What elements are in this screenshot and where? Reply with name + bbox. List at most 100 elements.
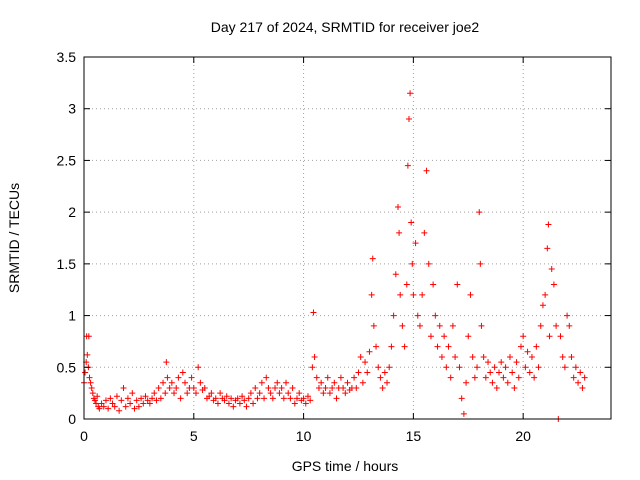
data-point <box>362 359 369 366</box>
data-point <box>89 390 96 397</box>
data-point <box>386 364 393 371</box>
data-point <box>513 359 520 366</box>
data-point <box>197 379 204 386</box>
data-point <box>293 395 300 402</box>
data-point <box>228 395 235 402</box>
data-point <box>140 400 147 407</box>
data-point <box>239 393 246 400</box>
data-point <box>379 384 386 391</box>
data-point <box>221 397 228 404</box>
data-point <box>480 353 487 360</box>
data-point <box>498 359 505 366</box>
data-point <box>124 395 131 402</box>
data-point <box>310 309 317 316</box>
data-point <box>474 364 481 371</box>
data-points <box>81 90 588 422</box>
data-point <box>241 397 248 404</box>
data-point <box>545 221 552 228</box>
data-point <box>396 229 403 236</box>
data-point <box>173 384 180 391</box>
data-point <box>88 384 95 391</box>
data-point <box>212 395 219 402</box>
axis-ticks <box>83 56 611 420</box>
data-point <box>359 379 366 386</box>
y-tick-label: 0 <box>68 411 76 427</box>
y-axis-label: SRMTID / TECUs <box>6 183 22 293</box>
data-point <box>511 384 518 391</box>
data-point <box>515 374 522 381</box>
data-point <box>162 390 169 397</box>
data-point <box>566 322 573 329</box>
data-point <box>408 219 415 226</box>
data-point <box>82 369 89 376</box>
data-point <box>454 281 461 288</box>
data-point <box>357 353 364 360</box>
data-point <box>416 322 423 329</box>
data-point <box>506 353 513 360</box>
data-point <box>122 403 129 410</box>
x-tick-label: 20 <box>515 428 531 444</box>
data-point <box>403 281 410 288</box>
data-point <box>333 395 340 402</box>
data-point <box>247 390 254 397</box>
data-point <box>278 384 285 391</box>
y-tick-label: 2.5 <box>57 152 77 168</box>
data-point <box>107 395 114 402</box>
data-point <box>579 384 586 391</box>
data-point <box>129 390 136 397</box>
data-point <box>300 395 307 402</box>
data-point <box>166 384 173 391</box>
data-point <box>272 384 279 391</box>
data-point <box>344 379 351 386</box>
data-point <box>469 353 476 360</box>
data-point <box>91 397 98 404</box>
data-point <box>267 390 274 397</box>
data-point <box>404 162 411 169</box>
data-point <box>280 395 287 402</box>
data-point <box>206 393 213 400</box>
data-point <box>96 405 103 412</box>
data-point <box>146 400 153 407</box>
data-point <box>315 384 322 391</box>
data-point <box>329 384 336 391</box>
data-point <box>427 333 434 340</box>
data-point <box>208 390 215 397</box>
data-point <box>353 384 360 391</box>
data-point <box>252 384 259 391</box>
data-point <box>131 405 138 412</box>
data-point <box>419 291 426 298</box>
data-point <box>160 379 167 386</box>
data-point <box>409 260 416 267</box>
data-point <box>364 369 371 376</box>
data-point <box>116 407 123 414</box>
data-point <box>214 400 221 407</box>
data-point <box>477 260 484 267</box>
data-point <box>377 374 384 381</box>
data-point <box>188 374 195 381</box>
data-point <box>331 379 338 386</box>
tick-labels: 0 0.5 1 1.5 2 2.5 3 3.5 0 5 10 15 20 <box>57 49 532 444</box>
data-point <box>524 348 531 355</box>
data-point <box>155 384 162 391</box>
data-point <box>93 400 100 407</box>
data-point <box>493 384 500 391</box>
data-point <box>471 374 478 381</box>
data-point <box>476 209 483 216</box>
data-point <box>230 403 237 410</box>
data-point <box>496 369 503 376</box>
data-point <box>109 400 116 407</box>
data-point <box>243 403 250 410</box>
data-point <box>528 353 535 360</box>
data-point <box>414 312 421 319</box>
data-point <box>118 397 125 404</box>
data-point <box>575 379 582 386</box>
data-point <box>370 322 377 329</box>
x-tick-label: 5 <box>190 428 198 444</box>
data-point <box>98 400 105 407</box>
data-point <box>151 390 158 397</box>
data-point <box>307 397 314 404</box>
data-point <box>405 116 412 123</box>
data-point <box>355 369 362 376</box>
data-point <box>564 312 571 319</box>
data-point <box>135 403 142 410</box>
